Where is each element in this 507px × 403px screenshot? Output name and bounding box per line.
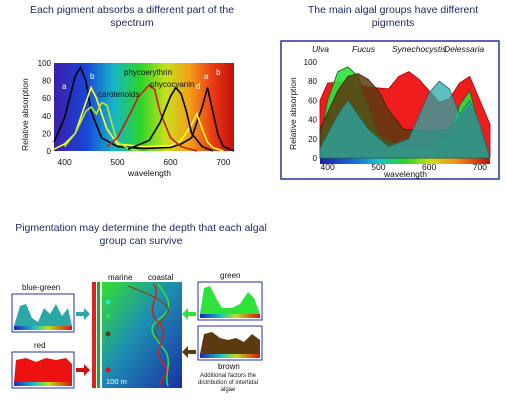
red-spectrum — [14, 382, 72, 386]
blue-green-marker — [105, 299, 111, 305]
x-tick-700: 700 — [473, 162, 487, 172]
y-tick-80: 80 — [308, 77, 317, 86]
series-phycoerythrin — [106, 83, 198, 152]
x-axis-label: wavelength — [127, 168, 171, 178]
y-tick-0: 0 — [47, 147, 52, 156]
y-axis-label: Relative absorption — [20, 78, 30, 151]
y-tick-20: 20 — [42, 129, 51, 138]
brown-arrow — [182, 346, 196, 358]
coastal-strip-green — [97, 282, 100, 388]
label-phycoerythrin: phycoerythrin — [124, 68, 172, 77]
y-axis-label: Relative absorption — [288, 77, 298, 150]
intertidal-note: Additional factors the distribution of i… — [197, 373, 259, 393]
label-fucus: Fucus — [352, 44, 376, 54]
coastal-label: coastal — [148, 273, 174, 282]
red-label: red — [34, 341, 46, 350]
blue-green-spectrum — [14, 326, 72, 330]
label-delessaria: Delessaria — [444, 44, 484, 54]
brown-depth-profile — [127, 285, 169, 339]
brown-marker — [105, 331, 111, 337]
depth-label: 100 m — [106, 377, 127, 386]
x-tick-600: 600 — [163, 157, 177, 167]
green-marker — [105, 313, 111, 319]
y-tick-20: 20 — [308, 135, 317, 144]
label-chlorophyll-a-red: a — [204, 72, 209, 81]
label-synechocystis: Synechocystis — [392, 44, 447, 54]
blue-green-arrow — [76, 308, 90, 320]
x-tick-700: 700 — [216, 157, 230, 167]
x-tick-600: 600 — [422, 162, 436, 172]
algal-groups-title: The main algal groups have different pig… — [307, 4, 479, 29]
wavelength-bar — [320, 158, 490, 164]
y-tick-80: 80 — [42, 77, 51, 86]
y-tick-100: 100 — [38, 59, 52, 68]
label-phycocyanin: phycocyanin — [150, 80, 194, 89]
x-tick-500: 500 — [110, 157, 124, 167]
x-axis-label: wavelength — [383, 169, 427, 179]
y-tick-60: 60 — [308, 96, 317, 105]
y-tick-60: 60 — [42, 94, 51, 103]
spectrum-title: Each pigment absorbs a different part of… — [29, 4, 235, 29]
blue-green-label: blue-green — [22, 283, 60, 292]
depth-diagram: blue-green red marine coastal 100 m gree… — [11, 271, 263, 389]
x-tick-500: 500 — [371, 162, 385, 172]
green-spectrum — [200, 314, 260, 318]
label-chlorophyll-b-blue: b — [90, 72, 95, 81]
label-chlorophyll-b-red: d — [196, 82, 200, 91]
series-phycocyanin — [127, 86, 214, 152]
red-absorption — [14, 358, 72, 382]
x-tick-400: 400 — [57, 157, 71, 167]
x-tick-400: 400 — [321, 162, 335, 172]
green-depth-profile — [151, 283, 170, 387]
green-label: green — [220, 271, 240, 280]
label-ulva: Ulva — [312, 44, 329, 54]
label-chlorophyll-d-red: b — [216, 68, 221, 77]
red-depth-profile — [151, 283, 168, 387]
coastal-strip-red — [92, 282, 96, 388]
marine-label: marine — [108, 273, 133, 282]
green-arrow — [182, 308, 196, 320]
y-tick-100: 100 — [304, 58, 318, 67]
y-tick-40: 40 — [308, 116, 317, 125]
brown-spectrum — [200, 354, 260, 358]
depth-title: Pigmentation may determine the depth tha… — [15, 222, 267, 247]
brown-absorption — [200, 332, 260, 354]
label-carotenoids: carotenoids — [98, 90, 139, 99]
water-column — [102, 282, 182, 388]
series-carotenoids — [63, 101, 139, 152]
blue-green-absorption — [14, 304, 72, 326]
series-chlorophyll-a — [53, 65, 235, 152]
brown-label: brown — [218, 362, 240, 371]
pigment-spectrum-chart: 0 20 40 60 80 100 400 500 600 700 Relative absor… — [20, 59, 235, 178]
red-arrow — [76, 364, 90, 376]
y-tick-40: 40 — [42, 112, 51, 121]
y-tick-0: 0 — [313, 154, 318, 163]
red-marker — [105, 367, 111, 373]
green-absorption — [200, 286, 260, 314]
series-synechocystis — [319, 80, 491, 159]
series-chlorophyll-b — [53, 85, 224, 152]
algal-groups-chart: 0 20 40 60 80 100 400 500 600 700 Relative absor… — [280, 40, 500, 180]
label-chlorophyll-a-blue: a — [62, 82, 67, 91]
